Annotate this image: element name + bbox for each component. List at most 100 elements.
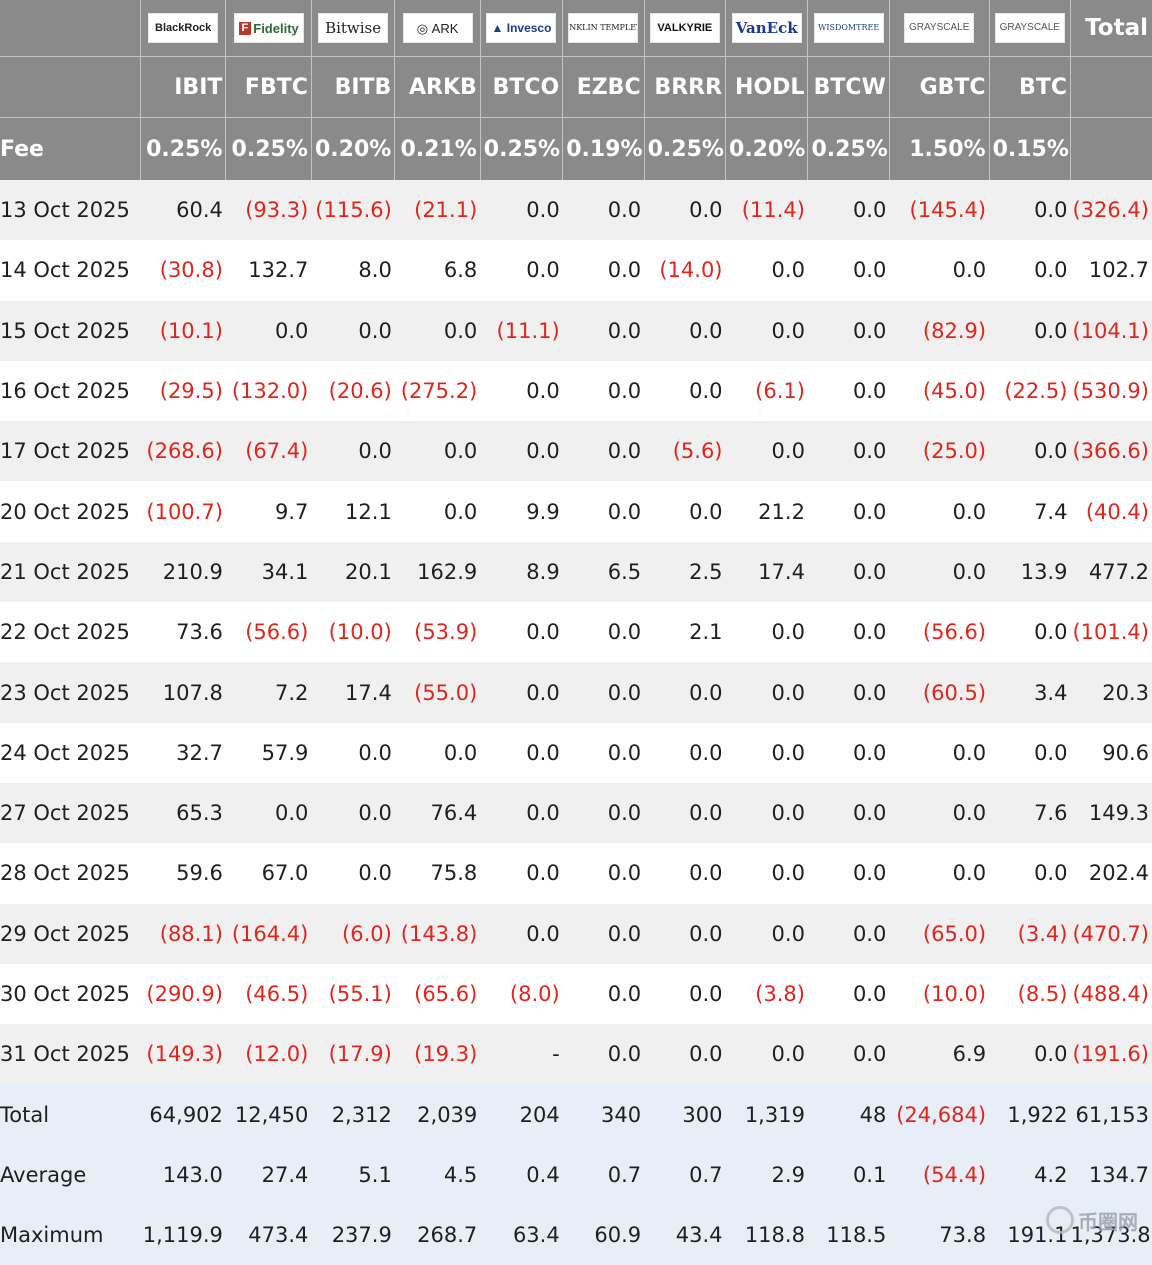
flow-cell: 3.4 xyxy=(989,662,1071,723)
flow-cell: 2.1 xyxy=(644,602,726,663)
flow-cell: (65.0) xyxy=(889,903,990,964)
flow-cell: 32.7 xyxy=(140,722,226,783)
flow-cell: 0.0 xyxy=(889,541,990,603)
flow-cell: 0.0 xyxy=(889,782,990,844)
flow-cell: 210.9 xyxy=(140,541,226,603)
flow-cell: (67.4) xyxy=(225,421,312,482)
flow-cell: 0.0 xyxy=(807,360,890,422)
ticker-gbtc: GBTC xyxy=(888,56,990,118)
flow-cell: 0.0 xyxy=(480,843,563,904)
table-row: 30 Oct 2025 (290.9) (46.5) (55.1) (65.6) (8.0… xyxy=(0,963,1152,1025)
blackrock-logo: BlackRock xyxy=(148,13,219,43)
flow-cell: (143.8) xyxy=(394,903,481,964)
flow-cell: (53.9) xyxy=(394,602,481,663)
flow-cell: 0.0 xyxy=(807,481,890,542)
row-total: 149.3 xyxy=(1070,782,1152,844)
table-row: 14 Oct 2025 (30.8) 132.7 8.0 6.8 0.0 0.0 (14.0)… xyxy=(0,240,1152,301)
summary-label: Average xyxy=(0,1144,141,1206)
flow-cell: 0.0 xyxy=(889,481,990,542)
flow-cell: (65.6) xyxy=(394,963,481,1025)
fund-logo-hodl: VanEck xyxy=(725,0,808,57)
flow-cell: (3.4) xyxy=(989,903,1071,964)
flow-cell: 0.0 xyxy=(725,782,808,844)
fund-logo-btc: GRAYSCALE xyxy=(988,0,1071,57)
row-total: 477.2 xyxy=(1070,541,1152,603)
fund-logo-ezbc: FRANKLIN TEMPLETON xyxy=(562,0,645,57)
flow-cell: 21.2 xyxy=(725,481,808,542)
flow-cell: (6.0) xyxy=(311,903,395,964)
header-corner xyxy=(0,0,141,57)
flow-cell: (149.3) xyxy=(140,1024,226,1085)
flow-cell: 57.9 xyxy=(225,722,312,783)
flow-cell: 0.0 xyxy=(562,963,645,1025)
ticker-btco: BTCO xyxy=(479,56,563,118)
row-total: (104.1) xyxy=(1070,300,1152,361)
row-total: 20.3 xyxy=(1070,662,1152,723)
flow-cell: 0.0 xyxy=(725,421,808,482)
flow-cell: 0.0 xyxy=(725,1024,808,1085)
flow-cell: 48 xyxy=(807,1084,890,1145)
flow-cell: 2,039 xyxy=(394,1084,481,1145)
row-total: 134.7 xyxy=(1070,1144,1152,1206)
flow-cell: (24,684) xyxy=(889,1084,990,1145)
row-date: 23 Oct 2025 xyxy=(0,662,141,723)
flow-cell: (56.6) xyxy=(225,602,312,663)
flow-cell: (8.0) xyxy=(480,963,563,1025)
grayscale-logo: GRAYSCALE xyxy=(994,13,1065,43)
flow-cell: 0.0 xyxy=(644,662,726,723)
flow-cell: 0.0 xyxy=(480,360,563,422)
flow-cell: 0.0 xyxy=(807,722,890,783)
flow-cell: (11.1) xyxy=(480,300,563,361)
flow-cell: 300 xyxy=(644,1084,726,1145)
table-row: 15 Oct 2025 (10.1) 0.0 0.0 0.0 (11.1) 0.0 0.0 0.… xyxy=(0,300,1152,361)
flow-cell: (82.9) xyxy=(889,300,990,361)
row-date: 31 Oct 2025 xyxy=(0,1024,141,1085)
flow-cell: 0.0 xyxy=(644,1024,726,1085)
valkyrie-logo: VALKYRIE xyxy=(649,13,720,43)
flow-cell: 118.5 xyxy=(807,1205,890,1265)
flow-cell: (29.5) xyxy=(140,360,226,422)
grayscale-logo: GRAYSCALE xyxy=(904,13,975,43)
flow-cell: 20.1 xyxy=(311,541,395,603)
flow-cell: 2.9 xyxy=(725,1144,808,1206)
table-row: 28 Oct 2025 59.6 67.0 0.0 75.8 0.0 0.0 0.0 0.0 0.… xyxy=(0,843,1152,904)
flow-cell: 34.1 xyxy=(225,541,312,603)
flow-cell: 12.1 xyxy=(311,481,395,542)
flow-cell: (275.2) xyxy=(394,360,481,422)
flow-cell: 0.0 xyxy=(394,300,481,361)
flow-cell: 0.0 xyxy=(480,662,563,723)
row-date: 22 Oct 2025 xyxy=(0,602,141,663)
row-total: (326.4) xyxy=(1070,180,1152,241)
flow-cell: 8.9 xyxy=(480,541,563,603)
fee-btc: 0.15% xyxy=(988,117,1071,180)
flow-cell: 7.6 xyxy=(989,782,1071,844)
flow-cell: (10.1) xyxy=(140,300,226,361)
flow-cell: 0.0 xyxy=(644,300,726,361)
fee-row: Fee 0.25% 0.25% 0.20% 0.21% 0.25% 0.19% … xyxy=(0,117,1152,180)
flow-cell: (46.5) xyxy=(225,963,312,1025)
ark-invest-logo: ◎ ARK xyxy=(402,13,473,43)
flow-cell: 60.4 xyxy=(140,180,226,241)
flow-cell: 0.0 xyxy=(725,602,808,663)
flow-cell: 0.0 xyxy=(562,903,645,964)
flow-cell: 0.0 xyxy=(989,722,1071,783)
flow-cell: 27.4 xyxy=(225,1144,312,1206)
flow-cell: 0.0 xyxy=(989,300,1071,361)
flow-cell: 0.0 xyxy=(644,360,726,422)
flow-cell: (21.1) xyxy=(394,180,481,241)
flow-cell: 0.0 xyxy=(807,843,890,904)
flow-cell: - xyxy=(480,1024,563,1085)
fee-gbtc: 1.50% xyxy=(888,117,990,180)
flow-cell: 0.0 xyxy=(480,240,563,301)
flow-cell: (93.3) xyxy=(225,180,312,241)
flow-cell: 0.0 xyxy=(807,421,890,482)
flow-cell: (14.0) xyxy=(644,240,726,301)
flow-cell: 0.0 xyxy=(725,903,808,964)
flow-cell: (55.1) xyxy=(311,963,395,1025)
flow-cell: 0.0 xyxy=(807,300,890,361)
flow-cell: 43.4 xyxy=(644,1205,726,1265)
vaneck-logo: VanEck xyxy=(731,13,802,43)
flow-cell: 0.0 xyxy=(562,300,645,361)
flow-cell: 0.0 xyxy=(225,782,312,844)
flow-cell: 0.0 xyxy=(311,300,395,361)
